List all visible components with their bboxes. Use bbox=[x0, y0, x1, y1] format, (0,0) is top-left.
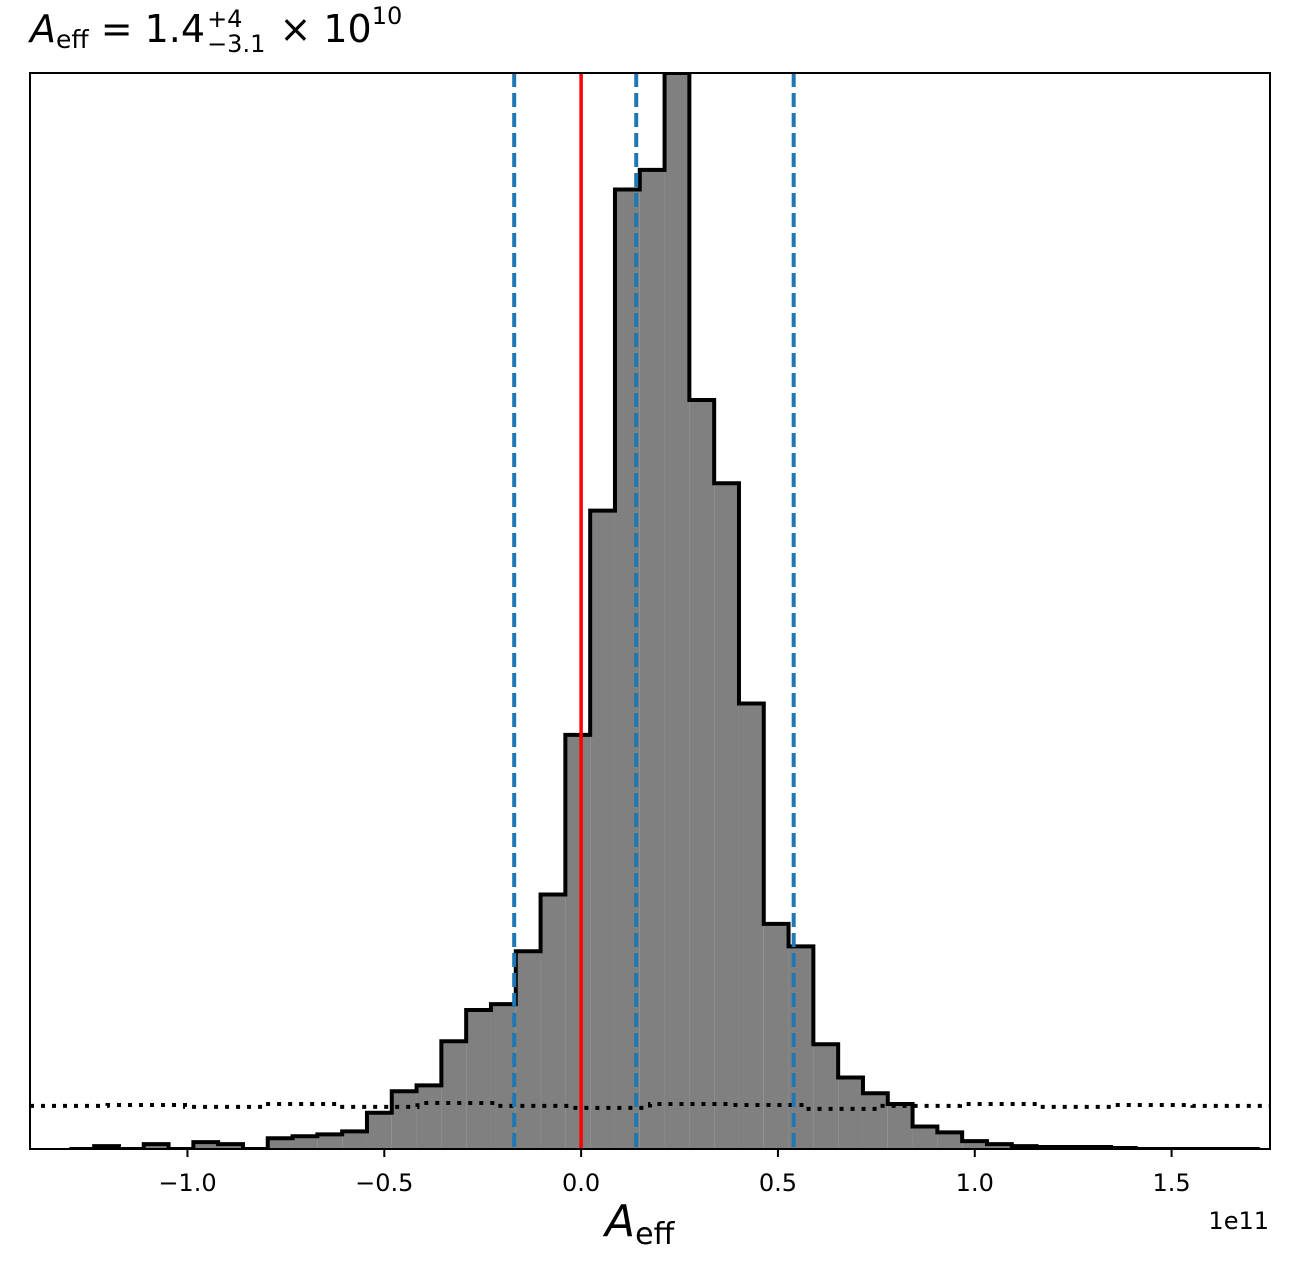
histogram-bar bbox=[267, 1138, 293, 1149]
x-axis-label: Aeff bbox=[605, 1200, 674, 1250]
histogram-bar bbox=[813, 1044, 839, 1149]
plot-inner bbox=[30, 73, 1270, 1149]
histogram-bar bbox=[490, 1004, 516, 1149]
histogram-bar bbox=[738, 703, 764, 1149]
title-exponent: 10 bbox=[371, 2, 403, 30]
prior-dotted-line bbox=[30, 1100, 1270, 1111]
histogram-bar bbox=[317, 1134, 343, 1149]
histogram-bar bbox=[540, 894, 566, 1149]
x-axis-offset-text: 1e11 bbox=[1208, 1207, 1269, 1235]
x-axis: −1.0 −0.5 0.0 0.5 1.0 1.5 bbox=[158, 1149, 1191, 1197]
histogram-bar bbox=[962, 1141, 987, 1149]
histogram-bar bbox=[639, 169, 665, 1149]
histogram-bar bbox=[466, 1009, 491, 1149]
x-tick-label: −1.0 bbox=[158, 1169, 216, 1197]
histogram-bar bbox=[366, 1112, 392, 1149]
title-lower-error: −3.1 bbox=[207, 30, 266, 58]
histogram-bar bbox=[887, 1103, 913, 1149]
histogram-bar bbox=[912, 1126, 938, 1149]
histogram-bar bbox=[515, 951, 541, 1149]
histogram-bar bbox=[664, 73, 690, 1149]
histogram-bar bbox=[391, 1091, 417, 1149]
histogram-bar bbox=[342, 1131, 367, 1149]
histogram-bar bbox=[565, 734, 591, 1149]
x-tick-label: 0.5 bbox=[759, 1169, 797, 1197]
histogram-bar bbox=[193, 1142, 219, 1149]
histogram-bar bbox=[218, 1144, 243, 1149]
histogram-bar bbox=[614, 189, 640, 1149]
title-errors: +4 −3.1 bbox=[207, 4, 266, 58]
histogram-bar bbox=[689, 400, 715, 1149]
histogram-bar bbox=[714, 483, 739, 1149]
x-axis-label-subscript: eff bbox=[635, 1217, 675, 1252]
title-upper-error: +4 bbox=[207, 4, 243, 33]
posterior-step-line bbox=[69, 73, 1260, 1149]
plot-area bbox=[29, 72, 1271, 1150]
histogram-bar bbox=[838, 1077, 863, 1149]
title-times: × 10 bbox=[279, 7, 372, 51]
title-value: = 1.4 bbox=[100, 7, 206, 51]
x-tick-label: −0.5 bbox=[355, 1169, 413, 1197]
x-tick-label: 1.0 bbox=[956, 1169, 994, 1197]
histogram-bar bbox=[441, 1041, 467, 1149]
x-tick-label: 0.0 bbox=[562, 1169, 600, 1197]
histogram-bar bbox=[862, 1093, 888, 1149]
title-symbol-subscript: eff bbox=[56, 25, 89, 54]
histogram-bar bbox=[937, 1132, 963, 1149]
histogram-bar bbox=[143, 1144, 169, 1149]
plot-frame bbox=[29, 72, 1271, 1150]
chart-title: Aeff = 1.4 +4 −3.1 × 1010 bbox=[30, 4, 402, 57]
x-tick-label: 1.5 bbox=[1153, 1169, 1191, 1197]
x-axis-label-symbol: A bbox=[605, 1196, 636, 1247]
histogram-bar bbox=[416, 1085, 442, 1149]
histogram-bar bbox=[292, 1136, 318, 1149]
histogram-bar bbox=[590, 510, 615, 1149]
title-symbol: A bbox=[30, 7, 56, 51]
histogram-bar bbox=[986, 1144, 1012, 1149]
histogram-bar bbox=[763, 923, 789, 1149]
